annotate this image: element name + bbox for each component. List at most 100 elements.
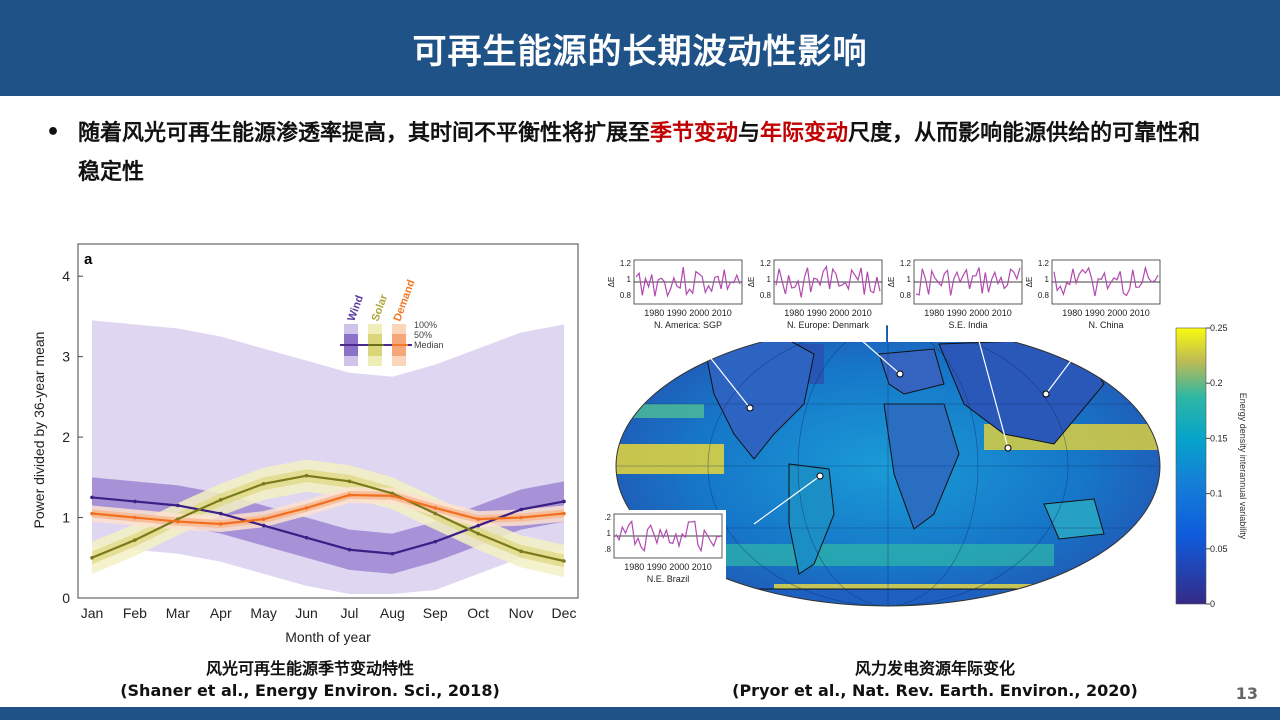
inset-label-2: S.E. India (948, 320, 987, 330)
x-tick-aug: Aug (380, 605, 405, 621)
point-demand-nov (519, 515, 523, 520)
legend-level-median: Median (414, 340, 444, 350)
x-tick-apr: Apr (210, 605, 232, 621)
point-demand-mar (176, 519, 180, 524)
point-solar-nov (519, 549, 523, 554)
point-wind-dec (562, 499, 566, 504)
seasonal-chart: a 0 1 2 3 4 Jan Feb Mar Apr May Jun Jul Aug Sep Oct No… (31, 243, 579, 645)
x-axis-label: Month of year (285, 629, 371, 645)
inset-xticks: 1980 1990 2000 2010 (784, 308, 872, 318)
inset-label-0: N. America: SGP (654, 320, 722, 330)
left-caption-title: 风光可再生能源季节变动特性 (205, 659, 414, 678)
inset-series (1053, 265, 1159, 297)
inset-ytick: 1.2 (604, 513, 612, 522)
x-tick-nov: Nov (509, 605, 534, 621)
point-demand-aug (390, 494, 395, 498)
inset-ytick: 0.8 (620, 291, 632, 300)
y-tick-3: 3 (62, 349, 70, 365)
point-wind-mar (176, 503, 180, 508)
point-wind-jan (90, 495, 94, 500)
bullet-marker: • (46, 120, 61, 145)
point-wind-nov (519, 507, 523, 512)
point-demand-oct (476, 517, 480, 521)
point-solar-jan (90, 555, 94, 560)
panel-label: a (84, 251, 93, 268)
point-solar-sep (433, 511, 438, 516)
x-tick-sep: Sep (423, 605, 448, 621)
point-demand-feb (133, 515, 137, 520)
left-caption: 风光可再生能源季节变动特性 (Shaner et al., Energy Env… (100, 658, 520, 702)
highlight-interannual: 年际变动 (760, 121, 849, 146)
point-wind-sep (433, 539, 438, 544)
inset-ytick: 0.8 (1038, 291, 1050, 300)
point-solar-apr (218, 498, 223, 502)
series-line-wind (91, 496, 565, 555)
point-wind-may (261, 523, 266, 528)
x-tick-dec: Dec (552, 605, 577, 621)
right-caption: 风力发电资源年际变化 (Pryor et al., Nat. Rev. Eart… (700, 658, 1170, 702)
point-wind-oct (476, 523, 480, 528)
inset-axis-label: ΔE (887, 277, 896, 288)
point-wind-jul (347, 547, 352, 552)
series-line-solar (91, 474, 565, 563)
colorbar-tick: 0.25 (1210, 323, 1228, 333)
inset-ytick: 1.2 (760, 259, 772, 268)
map-body (616, 326, 1160, 606)
x-tick-mar: Mar (166, 605, 190, 621)
inset-ytick: 0.8 (760, 291, 772, 300)
point-wind-feb (133, 499, 137, 504)
bullet-part2: 与 (738, 121, 761, 146)
x-tick-feb: Feb (123, 605, 147, 621)
point-demand-sep (433, 506, 438, 510)
inset-ytick: 1.2 (620, 259, 632, 268)
inset-ytick: 0.8 (604, 545, 612, 554)
legend-level-50: 50% (414, 330, 432, 340)
inset-xticks: 1980 1990 2000 2010 (1062, 308, 1150, 318)
page-number: 13 (1235, 684, 1258, 703)
inset-label-1: N. Europe: Denmark (787, 320, 870, 330)
inset-ytick: 1 (767, 275, 772, 284)
colorbar-tick: 0.1 (1210, 489, 1223, 499)
point-solar-may (261, 481, 266, 486)
point-solar-jun (304, 473, 309, 478)
seasonal-figure: a 0 1 2 3 4 Jan Feb Mar Apr May Jun Jul Aug Sep Oct No… (28, 240, 584, 650)
point-solar-dec (562, 559, 566, 563)
bullet-part1: 随着风光可再生能源渗透率提高，其时间不平衡性将扩展至 (78, 121, 651, 146)
colorbar (1175, 327, 1207, 605)
y-tick-4: 4 (62, 268, 70, 284)
point-demand-dec (562, 511, 566, 516)
south-america-shape (788, 463, 835, 575)
inset-xticks: 1980 1990 2000 2010 (924, 308, 1012, 318)
title-bar: 可再生能源的长期波动性影响 (0, 0, 1280, 96)
inset-series (635, 267, 741, 298)
point-demand-jan (90, 511, 94, 516)
point-solar-jul (347, 479, 352, 484)
inset-ytick: 1 (907, 275, 912, 284)
right-caption-title: 风力发电资源年际变化 (854, 659, 1015, 678)
x-tick-jun: Jun (295, 605, 318, 621)
inset-label-3: N. China (1088, 320, 1123, 330)
y-tick-0: 0 (62, 590, 70, 606)
x-tick-jan: Jan (81, 605, 104, 621)
inset-ytick: 1 (607, 529, 612, 538)
y-tick-1: 1 (62, 510, 70, 526)
colorbar-label: Energy density interannual variability (1238, 393, 1248, 540)
inset-ytick: 1 (1045, 275, 1050, 284)
colorbar-tick: 0.15 (1210, 433, 1228, 443)
inset-ytick: 1.2 (1038, 259, 1050, 268)
point-demand-apr (218, 522, 223, 526)
inset-ytick: 1 (627, 275, 632, 284)
inset-xticks: 1980 1990 2000 2010 (624, 562, 712, 572)
inset-series (915, 267, 1021, 296)
interannual-figure: 1.2 1 0.8 ΔE 1980 1990 2000 2010 N. America: … (587, 244, 1260, 614)
right-caption-citation: (Pryor et al., Nat. Rev. Earth. Environ.… (732, 681, 1138, 700)
point-demand-may (261, 517, 266, 521)
inset-series (615, 519, 721, 553)
point-wind-jun (304, 535, 309, 540)
bottom-bar (0, 707, 1280, 720)
chart-legend: Wind Solar Demand 100% 50% Median (340, 278, 444, 366)
point-solar-oct (476, 531, 480, 536)
point-demand-jul (347, 493, 352, 497)
point-solar-feb (133, 538, 137, 542)
point-wind-aug (390, 551, 395, 556)
